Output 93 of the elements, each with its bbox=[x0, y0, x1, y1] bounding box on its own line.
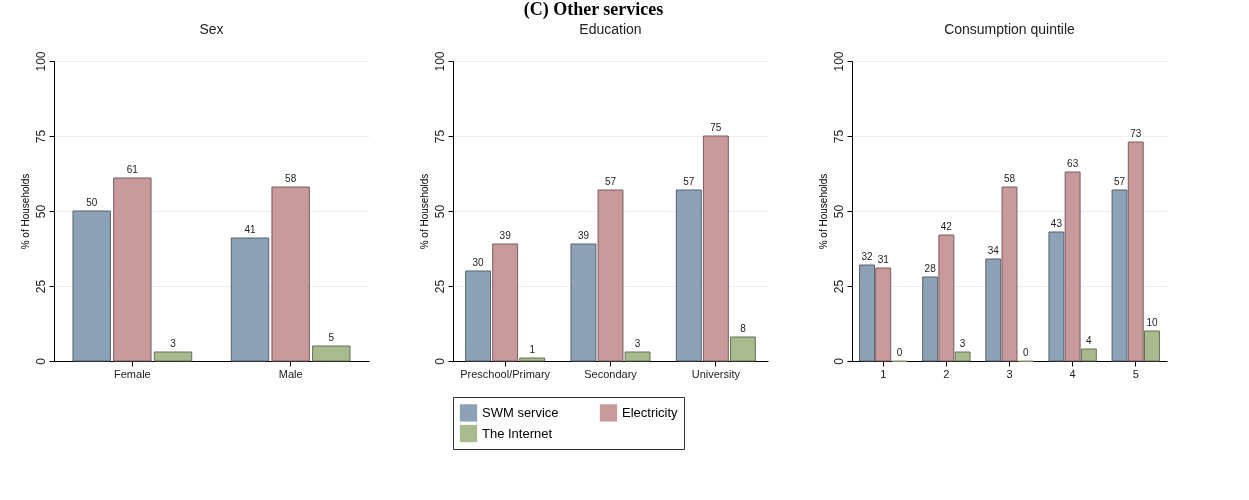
bar bbox=[938, 234, 955, 362]
bar bbox=[113, 177, 152, 362]
chart-title: Education bbox=[579, 20, 642, 37]
y-tick-label: 75 bbox=[432, 129, 447, 144]
bar bbox=[624, 351, 651, 362]
y-tick-label: 50 bbox=[33, 204, 48, 219]
data-label: 50 bbox=[86, 197, 98, 208]
bar bbox=[702, 135, 729, 362]
bar bbox=[519, 357, 546, 362]
x-tick-label: Secondary bbox=[584, 367, 638, 380]
legend-label: Electricity bbox=[622, 404, 679, 420]
text: (C) Other services bbox=[523, 0, 664, 20]
data-label: 75 bbox=[710, 122, 722, 133]
x-tick-label: University bbox=[691, 367, 741, 380]
bar bbox=[271, 186, 310, 362]
data-label: 34 bbox=[987, 245, 1000, 256]
bar bbox=[230, 237, 270, 362]
data-label: 3 bbox=[634, 338, 641, 349]
bar bbox=[675, 189, 702, 362]
data-label: 10 bbox=[1146, 317, 1158, 328]
bar bbox=[875, 267, 892, 362]
data-label: 5 bbox=[328, 332, 335, 343]
bar bbox=[153, 351, 193, 362]
y-tick-label: 25 bbox=[33, 279, 48, 294]
data-label: 42 bbox=[940, 221, 953, 232]
data-label: 58 bbox=[285, 173, 297, 184]
bar bbox=[1048, 231, 1065, 362]
data-label: 0 bbox=[896, 347, 903, 358]
bar bbox=[922, 276, 939, 362]
data-label: 0 bbox=[1022, 347, 1029, 358]
data-label: 31 bbox=[877, 254, 890, 265]
bar bbox=[1111, 189, 1128, 362]
chart-title: Consumption quintile bbox=[944, 20, 1076, 37]
y-tick-label: 0 bbox=[432, 357, 447, 365]
data-label: 63 bbox=[1067, 158, 1079, 169]
x-tick-label: 1 bbox=[880, 367, 887, 380]
data-label: 3 bbox=[959, 338, 966, 349]
data-label: 61 bbox=[126, 164, 139, 175]
bar bbox=[1064, 171, 1081, 362]
bar bbox=[312, 345, 351, 362]
x-tick-label: Male bbox=[278, 367, 303, 380]
x-tick-label: Preschool/Primary bbox=[460, 367, 551, 380]
y-tick-label: 50 bbox=[831, 204, 846, 219]
x-tick-label: 4 bbox=[1069, 367, 1076, 380]
y-tick-label: 100 bbox=[33, 51, 48, 72]
y-tick-label: 50 bbox=[432, 204, 447, 219]
x-tick-label: 5 bbox=[1132, 367, 1139, 380]
y-axis-title: % of Households bbox=[19, 173, 31, 250]
data-label: 3 bbox=[170, 338, 177, 349]
data-label: 39 bbox=[577, 230, 590, 241]
legend-label: The Internet bbox=[482, 425, 553, 441]
y-tick-label: 75 bbox=[33, 129, 48, 144]
data-label: 57 bbox=[1113, 176, 1126, 187]
data-label: 4 bbox=[1086, 335, 1093, 346]
data-label: 43 bbox=[1050, 218, 1063, 229]
bar bbox=[492, 243, 519, 362]
bar bbox=[465, 270, 492, 362]
y-axis-title: % of Households bbox=[817, 173, 829, 250]
data-label: 32 bbox=[861, 251, 874, 262]
x-tick-label: 2 bbox=[943, 367, 950, 380]
data-label: 73 bbox=[1130, 128, 1142, 139]
chart-title: Sex bbox=[199, 20, 224, 37]
bar bbox=[1080, 348, 1097, 362]
data-label: 8 bbox=[740, 323, 747, 334]
data-label: 28 bbox=[924, 263, 937, 274]
bar bbox=[570, 243, 597, 362]
bar bbox=[985, 258, 1002, 362]
y-axis-title: % of Households bbox=[418, 173, 430, 250]
y-tick-label: 25 bbox=[432, 279, 447, 294]
y-tick-label: 0 bbox=[33, 357, 48, 365]
legend-label: SWM service bbox=[482, 404, 559, 420]
data-label: 57 bbox=[604, 176, 617, 187]
data-label: 1 bbox=[529, 344, 536, 355]
bar bbox=[859, 264, 875, 362]
data-label: 41 bbox=[244, 224, 256, 235]
bar bbox=[1001, 186, 1018, 362]
y-tick-label: 75 bbox=[831, 129, 846, 144]
bar bbox=[1127, 141, 1144, 362]
y-tick-label: 100 bbox=[831, 51, 846, 72]
data-label: 58 bbox=[1003, 173, 1016, 184]
bar bbox=[72, 210, 111, 362]
data-label: 30 bbox=[472, 257, 485, 268]
bar bbox=[1144, 330, 1160, 362]
x-tick-label: 3 bbox=[1006, 367, 1013, 380]
y-tick-label: 25 bbox=[831, 279, 846, 294]
bar bbox=[729, 336, 756, 362]
y-tick-label: 100 bbox=[432, 51, 447, 72]
y-tick-label: 0 bbox=[831, 357, 846, 365]
bar bbox=[954, 351, 971, 362]
data-label: 39 bbox=[499, 230, 512, 241]
data-label: 57 bbox=[683, 176, 695, 187]
x-tick-label: Female bbox=[114, 367, 151, 380]
bar bbox=[597, 189, 624, 362]
